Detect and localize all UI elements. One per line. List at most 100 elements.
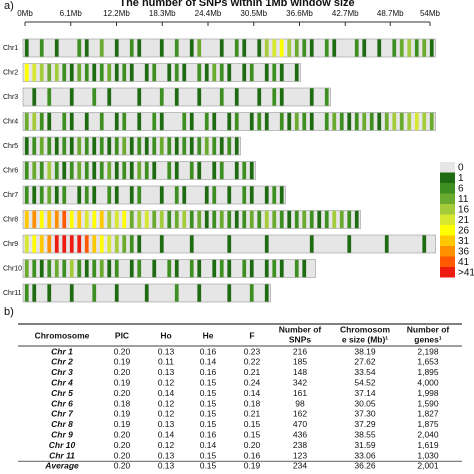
snp-window (167, 259, 172, 278)
snp-window (407, 112, 412, 131)
legend-label: 0 (458, 163, 464, 174)
snp-window (257, 39, 262, 57)
legend-label: >41 (458, 268, 474, 279)
snp-window (294, 210, 299, 229)
snp-window (92, 63, 97, 82)
table-cell: 0.19 (114, 377, 131, 387)
snp-window (24, 137, 29, 155)
snp-window (77, 186, 82, 204)
snp-window (122, 63, 127, 82)
snp-window (234, 210, 239, 229)
snp-window (24, 161, 29, 180)
snp-window (264, 186, 269, 204)
snp-window (294, 259, 299, 278)
table-cell: 0.20 (114, 461, 131, 471)
table-cell: 0.16 (200, 367, 217, 377)
snp-window (32, 210, 37, 229)
snp-window (32, 137, 37, 155)
snp-window (242, 161, 247, 180)
snp-window (32, 284, 37, 302)
snp-window (107, 210, 112, 229)
table-cell: 1,827 (417, 409, 439, 419)
table-cell: 0.20 (114, 367, 131, 377)
table-cell: 123 (293, 450, 307, 460)
snp-window (272, 210, 277, 229)
snp-window (39, 63, 44, 82)
table-cell: 0.23 (244, 346, 261, 356)
snp-window (92, 88, 97, 106)
chromosome-label: Chr3 (3, 94, 18, 101)
snp-window (249, 63, 254, 82)
snp-window (227, 235, 232, 253)
snp-window (54, 259, 59, 278)
table-cell: 1,590 (417, 398, 439, 408)
snp-window (197, 210, 202, 229)
snp-window (324, 210, 329, 229)
snp-window (39, 137, 44, 155)
x-tick-label: 54Mb (420, 9, 441, 18)
snp-window (137, 137, 142, 155)
snp-window (99, 161, 104, 180)
snp-window (47, 63, 52, 82)
snp-window (159, 39, 164, 57)
table-cell: 0.13 (158, 367, 175, 377)
legend-label: 21 (458, 215, 470, 226)
table-header: Number of (407, 324, 450, 334)
snp-window (347, 210, 352, 229)
table-cell: 0.12 (158, 377, 175, 387)
snp-window (92, 161, 97, 180)
snp-window (264, 210, 269, 229)
table-header: SNPs (289, 334, 311, 344)
snp-window (114, 112, 119, 131)
snp-window (77, 39, 82, 57)
snp-window (32, 112, 37, 131)
table-cell: 0.15 (200, 377, 217, 387)
snp-window (174, 186, 179, 204)
snp-window (129, 210, 134, 229)
snp-window (47, 210, 52, 229)
snp-window (189, 137, 194, 155)
snp-window (227, 112, 232, 131)
row-label: Chr 10 (49, 440, 76, 450)
snp-window (122, 161, 127, 180)
snp-window (249, 161, 254, 180)
legend-label: 16 (458, 205, 470, 216)
snp-window (24, 284, 29, 302)
snp-window (92, 284, 97, 302)
snp-window (77, 235, 82, 253)
table-header: Ho (160, 330, 171, 340)
row-label: Chr 5 (51, 388, 73, 398)
row-label: Average (44, 461, 79, 471)
snp-window (242, 186, 247, 204)
snp-window (54, 161, 59, 180)
snp-window (384, 112, 389, 131)
snp-window (249, 259, 254, 278)
snp-window (54, 186, 59, 204)
snp-window (107, 161, 112, 180)
row-label: Chr 3 (51, 367, 73, 377)
snp-window (99, 235, 104, 253)
snp-window (249, 210, 254, 229)
snp-window (167, 137, 172, 155)
snp-window (137, 235, 142, 253)
row-label: Chr 4 (51, 377, 73, 387)
snp-window (264, 235, 269, 253)
snp-window (84, 259, 89, 278)
snp-window (32, 235, 37, 253)
snp-window (54, 63, 59, 82)
table-cell: 33.06 (354, 450, 376, 460)
snp-window (39, 235, 44, 253)
snp-window (69, 284, 74, 302)
snp-window (114, 186, 119, 204)
snp-window (399, 39, 404, 57)
table-cell: 0.20 (114, 450, 131, 460)
snp-window (272, 39, 277, 57)
x-tick-label: 24.4Mb (195, 9, 222, 18)
snp-window (234, 39, 239, 57)
snp-window (287, 210, 292, 229)
snp-window (294, 112, 299, 131)
snp-window (54, 235, 59, 253)
snp-window (257, 210, 262, 229)
snp-window (294, 39, 299, 57)
snp-window (99, 137, 104, 155)
